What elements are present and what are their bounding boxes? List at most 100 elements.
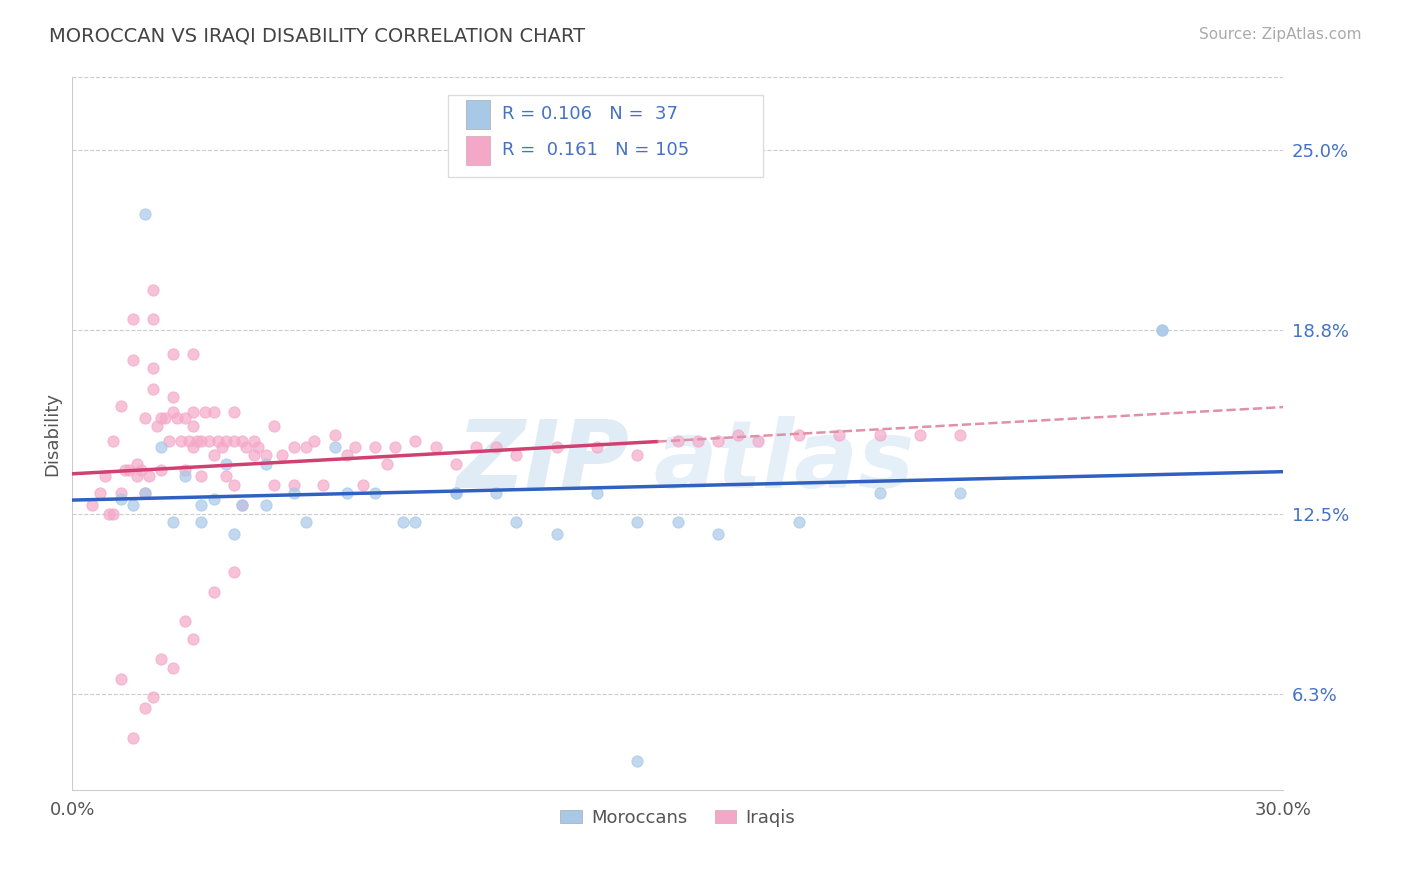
Point [170,434,193,448]
Point [222,565,245,579]
Point [174,468,197,483]
Point [150,463,173,477]
Point [686,434,709,448]
Point [404,516,426,530]
Point [949,486,972,500]
Point [626,516,648,530]
Point [231,498,253,512]
Point [110,673,132,687]
Point [485,486,508,500]
FancyBboxPatch shape [465,100,491,128]
Point [183,347,205,361]
Point [93,468,115,483]
Point [707,527,730,541]
Point [727,428,749,442]
Point [485,440,508,454]
Point [222,434,245,448]
Point [211,440,233,454]
Point [295,440,318,454]
Point [162,390,184,404]
Point [263,477,285,491]
Point [283,440,305,454]
Point [138,468,160,483]
Point [110,399,132,413]
Point [243,449,266,463]
Text: atlas: atlas [654,417,915,508]
Point [162,405,184,419]
Point [134,207,156,221]
Point [214,457,236,471]
Point [231,498,253,512]
Point [174,410,197,425]
Point [202,449,225,463]
Point [121,352,143,367]
Text: ZIP: ZIP [457,417,630,508]
Point [190,498,212,512]
Y-axis label: Disability: Disability [44,392,60,475]
Point [134,486,156,500]
Point [110,492,132,507]
Point [336,486,359,500]
Point [190,516,212,530]
Point [142,311,165,326]
Point [222,527,245,541]
Point [97,507,120,521]
Point [198,434,221,448]
Point [222,477,245,491]
Point [295,516,318,530]
Point [787,428,810,442]
Point [142,382,165,396]
Point [134,410,156,425]
Point [404,434,426,448]
Point [546,440,568,454]
FancyBboxPatch shape [447,95,762,178]
Point [787,516,810,530]
Point [222,405,245,419]
Point [142,690,165,704]
Point [254,498,277,512]
Point [174,463,197,477]
Point [384,440,406,454]
Point [311,477,333,491]
Point [1152,323,1174,337]
Point [707,434,730,448]
Point [183,632,205,646]
Point [183,419,205,434]
Point [202,585,225,599]
Point [364,440,387,454]
Point [214,468,236,483]
Point [150,410,173,425]
Point [142,283,165,297]
Point [121,311,143,326]
Point [1152,323,1174,337]
Point [323,440,346,454]
Point [157,434,180,448]
Point [246,440,269,454]
Point [121,498,143,512]
Point [364,486,387,500]
Point [202,492,225,507]
Point [110,486,132,500]
Point [586,440,609,454]
Point [207,434,229,448]
Point [586,486,609,500]
Point [101,507,124,521]
Point [505,449,527,463]
Point [243,434,266,448]
Point [666,434,689,448]
Point [323,428,346,442]
Point [231,434,253,448]
Point [150,440,173,454]
Point [162,347,184,361]
Point [125,457,148,471]
Point [142,361,165,376]
Point [254,457,277,471]
Point [118,463,141,477]
Text: Source: ZipAtlas.com: Source: ZipAtlas.com [1198,27,1361,42]
Point [166,410,188,425]
Point [263,419,285,434]
Point [828,428,851,442]
Point [626,754,648,768]
Point [949,428,972,442]
Point [179,434,201,448]
